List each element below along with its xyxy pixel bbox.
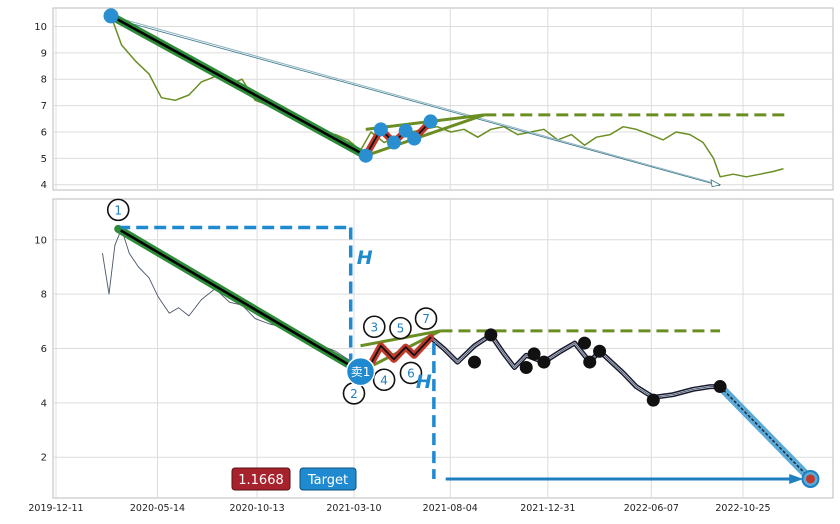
pivot-marker [484, 328, 498, 342]
ratio-badge-bg [231, 467, 291, 491]
top-y-tick-label: 5 [41, 154, 47, 165]
top-projection-arrowhead [710, 178, 722, 188]
bottom-downtrend-line [117, 227, 362, 373]
point-label-circle [362, 315, 386, 339]
pivot-marker [537, 355, 551, 369]
sell-marker [345, 356, 376, 387]
top-zigzag-marker [373, 122, 388, 137]
point-label-circle [399, 361, 423, 385]
x-tick-label: 2020-05-14 [130, 503, 185, 514]
point-label-text: 5 [397, 322, 405, 336]
top-zigzag-marker [423, 114, 438, 129]
top-zigzag-marker [358, 148, 373, 163]
point-label-text: 6 [407, 366, 415, 380]
x-tick-label: 2021-03-10 [326, 503, 381, 514]
x-tick-label: 2020-10-13 [229, 503, 284, 514]
target-badge-text: Target [307, 473, 348, 488]
sell-marker-label: 卖1 [351, 365, 371, 379]
pivot-marker [527, 347, 541, 361]
top-y-tick-label: 4 [41, 180, 47, 191]
point-label-circle [414, 307, 438, 330]
point-label-text: 1 [114, 203, 122, 217]
top-y-tick-label: 10 [34, 22, 47, 33]
x-axis-ticks: 2019-12-11 2020-05-14 2020-10-13 2021-03-10… [28, 503, 770, 514]
top-zigzag-marker [407, 131, 422, 146]
pivot-marker [578, 336, 592, 350]
top-downtrend-line [110, 14, 367, 157]
x-tick-label: 2021-12-31 [520, 503, 575, 514]
pivot-marker [583, 355, 597, 369]
x-tick-label: 2022-10-25 [715, 503, 770, 514]
top-y-tick-label: 7 [41, 101, 47, 112]
pivot-marker [646, 393, 660, 407]
top-zigzag-marker [386, 135, 401, 150]
top-projection-line [110, 15, 721, 186]
target-point-inner [805, 474, 815, 484]
bottom-y-tick-label: 6 [41, 344, 47, 355]
top-y-tick-label: 9 [41, 48, 47, 59]
x-tick-label: 2022-06-07 [624, 503, 679, 514]
x-tick-label: 2021-08-04 [423, 503, 478, 514]
point-label-text: 4 [380, 373, 388, 387]
top-y-tick-label: 6 [41, 127, 47, 138]
h-label-2: H [416, 371, 432, 393]
top-frame [52, 7, 834, 191]
point-label-text: 3 [370, 320, 378, 334]
pivot-marker [593, 344, 607, 358]
top-y-tick-label: 8 [41, 75, 47, 86]
point-label-text: 7 [422, 312, 430, 326]
h-label-1: H [357, 247, 373, 269]
bottom-y-tick-label: 2 [41, 453, 47, 464]
target-arrow-head [789, 473, 804, 484]
top-start-marker [103, 8, 119, 24]
target-badge-bg [299, 467, 357, 491]
bottom-y-tick-label: 4 [41, 398, 47, 409]
bottom-y-tick-label: 10 [34, 235, 47, 246]
pivot-marker [467, 355, 481, 369]
bottom-start-marker [115, 225, 122, 232]
top-wedge-lower [365, 113, 485, 158]
target-leg-line [719, 386, 811, 480]
top-projection-line-2 [110, 17, 721, 187]
point-label-text: 2 [350, 387, 358, 401]
point-label-circle [389, 316, 412, 340]
pivot-marker [713, 380, 727, 394]
point-label-circle [106, 198, 130, 222]
pivot-marker [519, 361, 533, 375]
point-label-circle [372, 368, 396, 392]
ratio-badge-text: 1.1668 [238, 473, 284, 488]
bottom-y-tick-label: 8 [41, 290, 47, 301]
x-tick-label: 2019-12-11 [28, 503, 83, 514]
bottom-zigzag-black [364, 336, 432, 374]
top-panel: 4 5 6 7 8 9 10 [34, 7, 834, 191]
